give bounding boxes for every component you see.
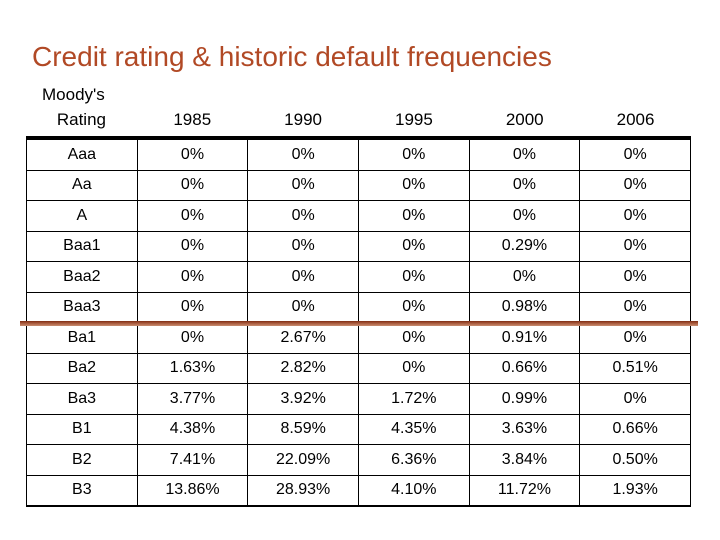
value-cell: 0% bbox=[136, 261, 249, 293]
value-cell: 13.86% bbox=[136, 474, 249, 507]
value-cell: 22.09% bbox=[247, 444, 359, 476]
value-cell: 3.63% bbox=[468, 413, 581, 445]
value-cell: 0% bbox=[247, 261, 359, 293]
table-row: B3 13.86% 28.93% 4.10% 11.72% 1.93% bbox=[26, 474, 691, 507]
value-cell: 28.93% bbox=[247, 474, 359, 507]
value-cell: 0% bbox=[468, 261, 581, 293]
rating-header: Rating bbox=[56, 110, 106, 129]
rating-cell: Baa3 bbox=[26, 291, 138, 323]
value-cell: 6.36% bbox=[357, 444, 470, 476]
table-row: Baa2 0% 0% 0% 0% 0% bbox=[26, 261, 691, 293]
rating-cell: Ba2 bbox=[26, 352, 138, 384]
value-cell: 0% bbox=[579, 169, 691, 201]
value-cell: 0% bbox=[247, 137, 359, 171]
value-cell: 0.29% bbox=[468, 230, 581, 262]
value-cell: 0% bbox=[357, 261, 470, 293]
value-cell: 0.66% bbox=[468, 352, 581, 384]
value-cell: 0% bbox=[136, 137, 249, 171]
slide-title: Credit rating & historic default frequen… bbox=[32, 41, 552, 72]
rating-cell: B1 bbox=[26, 413, 138, 445]
value-cell: 0% bbox=[136, 200, 249, 232]
value-cell: 1.72% bbox=[357, 383, 470, 415]
value-cell: 0% bbox=[579, 322, 691, 354]
table-row: Aaa 0% 0% 0% 0% 0% bbox=[26, 137, 691, 171]
value-cell: 0.91% bbox=[468, 322, 581, 354]
rating-cell: Aaa bbox=[26, 137, 138, 171]
value-cell: 0% bbox=[247, 169, 359, 201]
value-cell: 0% bbox=[357, 200, 470, 232]
table-row: Baa1 0% 0% 0% 0.29% 0% bbox=[26, 230, 691, 262]
rating-cell: B3 bbox=[26, 474, 138, 507]
value-cell: 0% bbox=[579, 383, 691, 415]
value-cell: 0% bbox=[247, 200, 359, 232]
table-row: Baa3 0% 0% 0% 0.98% 0% bbox=[26, 291, 691, 323]
value-cell: 1.63% bbox=[136, 352, 249, 384]
value-cell: 0% bbox=[136, 322, 249, 354]
table-header-row: Rating 1985 1990 1995 2000 2006 bbox=[26, 111, 691, 129]
value-cell: 0% bbox=[579, 137, 691, 171]
table-row: Ba1 0% 2.67% 0% 0.91% 0% bbox=[26, 322, 691, 354]
value-cell: 0% bbox=[579, 230, 691, 262]
value-cell: 3.77% bbox=[136, 383, 249, 415]
table-row: Ba2 1.63% 2.82% 0% 0.66% 0.51% bbox=[26, 352, 691, 384]
rating-cell: A bbox=[26, 200, 138, 232]
moodys-label: Moody's bbox=[42, 85, 105, 104]
value-cell: 0% bbox=[357, 352, 470, 384]
rating-cell: Baa1 bbox=[26, 230, 138, 262]
default-frequency-table: Aaa 0% 0% 0% 0% 0% Aa 0% 0% 0% 0% 0% A 0% 0% 0% 0% 0% Baa1… bbox=[26, 136, 691, 507]
table-row: A 0% 0% 0% 0% 0% bbox=[26, 200, 691, 232]
rating-cell: Ba3 bbox=[26, 383, 138, 415]
value-cell: 11.72% bbox=[468, 474, 581, 507]
rating-cell: Baa2 bbox=[26, 261, 138, 293]
value-cell: 0% bbox=[357, 230, 470, 262]
value-cell: 0.98% bbox=[468, 291, 581, 323]
rating-cell: Ba1 bbox=[26, 322, 138, 354]
value-cell: 3.84% bbox=[468, 444, 581, 476]
value-cell: 0% bbox=[247, 230, 359, 262]
value-cell: 0% bbox=[468, 137, 581, 171]
value-cell: 0.51% bbox=[579, 352, 691, 384]
year-header: 1995 bbox=[394, 110, 433, 129]
value-cell: 0% bbox=[579, 200, 691, 232]
value-cell: 0% bbox=[247, 291, 359, 323]
value-cell: 1.93% bbox=[579, 474, 691, 507]
value-cell: 0.50% bbox=[579, 444, 691, 476]
value-cell: 4.35% bbox=[357, 413, 470, 445]
value-cell: 4.10% bbox=[357, 474, 470, 507]
value-cell: 0% bbox=[357, 291, 470, 323]
value-cell: 0% bbox=[468, 200, 581, 232]
value-cell: 4.38% bbox=[136, 413, 249, 445]
value-cell: 0% bbox=[579, 291, 691, 323]
value-cell: 0% bbox=[136, 169, 249, 201]
year-header: 1990 bbox=[284, 110, 322, 129]
year-header: 1985 bbox=[173, 110, 212, 129]
value-cell: 0% bbox=[468, 169, 581, 201]
value-cell: 0% bbox=[579, 261, 691, 293]
value-cell: 0% bbox=[357, 322, 470, 354]
value-cell: 3.92% bbox=[247, 383, 359, 415]
value-cell: 7.41% bbox=[136, 444, 249, 476]
table-row: Ba3 3.77% 3.92% 1.72% 0.99% 0% bbox=[26, 383, 691, 415]
value-cell: 0% bbox=[136, 230, 249, 262]
table-row: B1 4.38% 8.59% 4.35% 3.63% 0.66% bbox=[26, 413, 691, 445]
year-header: 2000 bbox=[505, 110, 544, 129]
value-cell: 0.66% bbox=[579, 413, 691, 445]
year-header: 2006 bbox=[616, 110, 655, 129]
table-row: Aa 0% 0% 0% 0% 0% bbox=[26, 169, 691, 201]
value-cell: 0.99% bbox=[468, 383, 581, 415]
baa3-divider-line bbox=[20, 321, 698, 326]
value-cell: 0% bbox=[357, 137, 470, 171]
value-cell: 2.67% bbox=[247, 322, 359, 354]
value-cell: 2.82% bbox=[247, 352, 359, 384]
rating-cell: B2 bbox=[26, 444, 138, 476]
value-cell: 0% bbox=[136, 291, 249, 323]
table-row: B2 7.41% 22.09% 6.36% 3.84% 0.50% bbox=[26, 444, 691, 476]
value-cell: 8.59% bbox=[247, 413, 359, 445]
rating-cell: Aa bbox=[26, 169, 138, 201]
value-cell: 0% bbox=[357, 169, 470, 201]
